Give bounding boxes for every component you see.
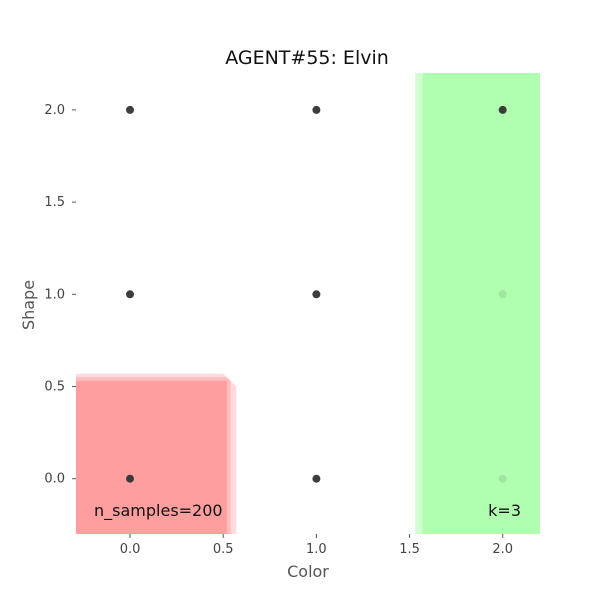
y-tick-label: 2.0 [44, 103, 65, 118]
data-point-1 [312, 105, 321, 114]
region-1-layer-1 [422, 73, 540, 534]
x-axis-ticks: 0.0 0.5 1.0 1.5 2.0 [120, 534, 513, 557]
x-tick-label: 0.0 [120, 542, 141, 557]
decision-regions [76, 73, 540, 534]
x-tick-label: 0.5 [213, 542, 234, 557]
x-axis-label: Color [287, 562, 329, 581]
y-axis-ticks: 0.0 0.5 1.0 1.5 2.0 [44, 103, 76, 487]
y-tick-label: 1.5 [44, 195, 65, 210]
k-annotation: k=3 [488, 501, 521, 520]
y-axis-label: Shape [19, 280, 38, 330]
data-point-4 [312, 290, 321, 299]
x-tick-label: 1.0 [306, 542, 327, 557]
data-points [126, 105, 507, 483]
y-tick-label: 1.0 [44, 287, 65, 302]
data-point-2 [498, 105, 507, 114]
n-samples-annotation: n_samples=200 [94, 501, 223, 521]
data-point-8 [498, 474, 507, 483]
x-tick-label: 1.5 [399, 542, 420, 557]
y-tick-label: 0.0 [44, 472, 65, 487]
y-tick-label: 0.5 [44, 379, 65, 394]
data-point-6 [126, 474, 134, 483]
x-tick-label: 2.0 [492, 542, 513, 557]
data-point-0 [126, 105, 134, 114]
data-point-5 [498, 290, 507, 299]
chart-title: AGENT#55: Elvin [225, 47, 389, 69]
region-0-layer-2 [76, 380, 227, 534]
data-point-7 [312, 474, 321, 483]
data-point-3 [126, 290, 134, 299]
